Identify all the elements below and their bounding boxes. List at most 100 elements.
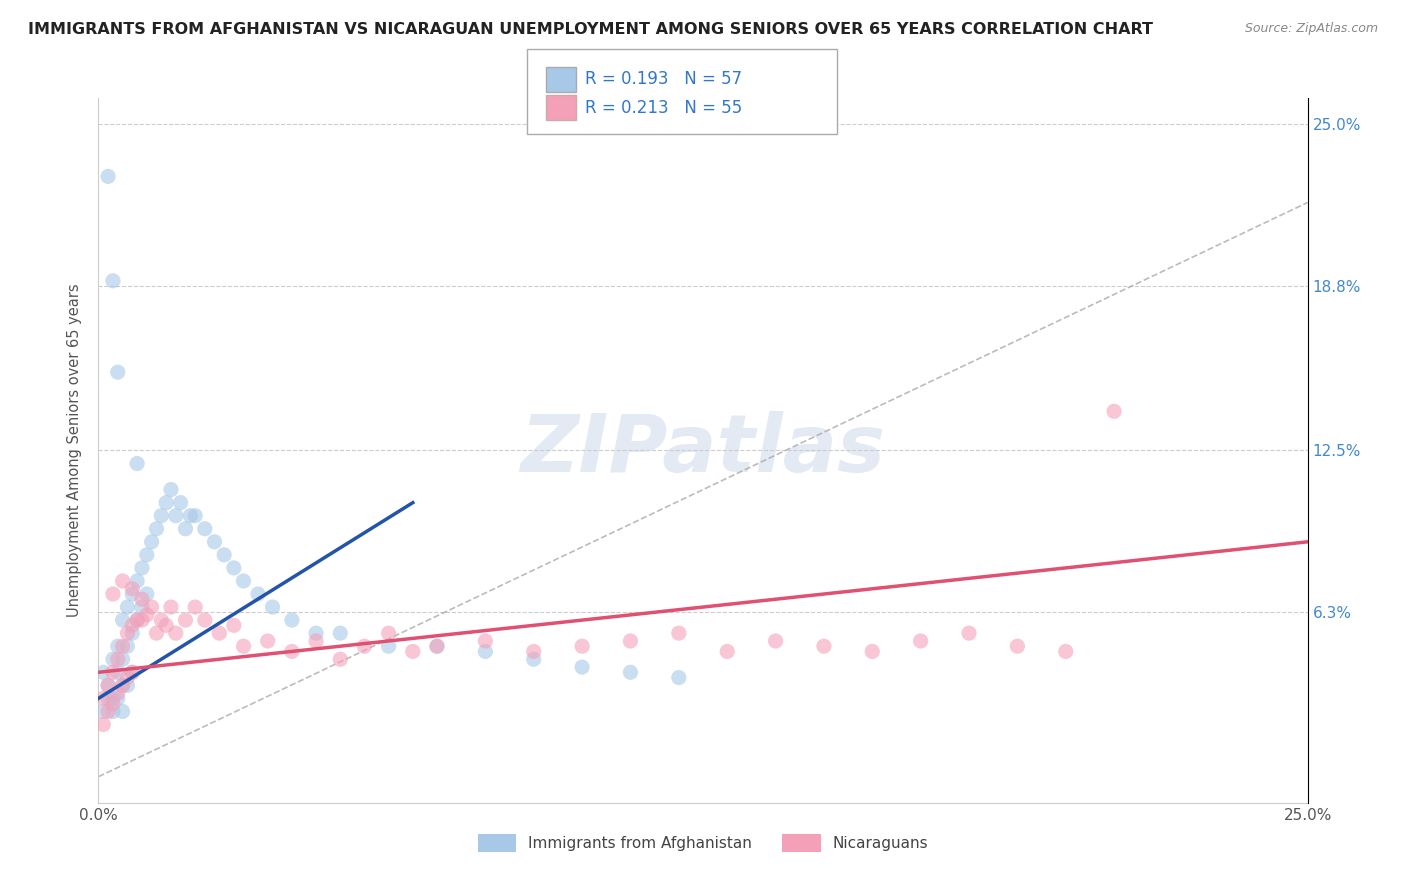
Point xyxy=(174,613,197,627)
Point xyxy=(184,600,207,615)
Point xyxy=(111,652,134,666)
Point xyxy=(135,587,157,601)
Point xyxy=(523,644,546,658)
Point xyxy=(208,626,231,640)
Point xyxy=(150,508,173,523)
Point xyxy=(145,626,167,640)
Point xyxy=(910,634,932,648)
Point xyxy=(131,613,153,627)
Point xyxy=(813,639,835,653)
Point xyxy=(101,274,124,288)
Point xyxy=(121,587,143,601)
Point xyxy=(262,600,284,615)
Point xyxy=(571,639,593,653)
Point xyxy=(1054,644,1077,658)
Point xyxy=(145,522,167,536)
Point xyxy=(860,644,883,658)
Point xyxy=(121,665,143,680)
Point xyxy=(194,522,217,536)
Point xyxy=(155,618,177,632)
Point xyxy=(377,639,399,653)
Point xyxy=(165,626,187,640)
Text: IMMIGRANTS FROM AFGHANISTAN VS NICARAGUAN UNEMPLOYMENT AMONG SENIORS OVER 65 YEA: IMMIGRANTS FROM AFGHANISTAN VS NICARAGUA… xyxy=(28,22,1153,37)
Point xyxy=(281,613,304,627)
Point xyxy=(121,665,143,680)
Point xyxy=(426,639,449,653)
Point xyxy=(179,508,201,523)
Point xyxy=(668,626,690,640)
Point xyxy=(117,626,139,640)
Point xyxy=(402,644,425,658)
Point xyxy=(184,508,207,523)
Point xyxy=(101,665,124,680)
Point xyxy=(107,365,129,379)
Point xyxy=(232,639,254,653)
Point xyxy=(150,613,173,627)
Point xyxy=(222,561,245,575)
Point xyxy=(194,613,217,627)
Point xyxy=(117,639,139,653)
Y-axis label: Unemployment Among Seniors over 65 years: Unemployment Among Seniors over 65 years xyxy=(67,284,83,617)
Text: R = 0.193   N = 57: R = 0.193 N = 57 xyxy=(585,70,742,88)
Point xyxy=(121,582,143,596)
Point xyxy=(377,626,399,640)
Point xyxy=(256,634,278,648)
Point xyxy=(957,626,980,640)
Point xyxy=(131,592,153,607)
Point xyxy=(117,671,139,685)
Text: R = 0.213   N = 55: R = 0.213 N = 55 xyxy=(585,99,742,117)
Point xyxy=(135,548,157,562)
Point xyxy=(141,600,163,615)
Point xyxy=(135,607,157,622)
Point xyxy=(329,652,352,666)
Text: ZIPatlas: ZIPatlas xyxy=(520,411,886,490)
Point xyxy=(353,639,375,653)
Point xyxy=(305,634,328,648)
Point xyxy=(160,483,183,497)
Point xyxy=(155,496,177,510)
Point xyxy=(523,652,546,666)
Point xyxy=(127,457,149,471)
Point xyxy=(765,634,787,648)
Point xyxy=(111,678,134,692)
Point xyxy=(111,678,134,692)
Point xyxy=(91,717,114,731)
Point xyxy=(174,522,197,536)
Point xyxy=(329,626,352,640)
Point xyxy=(111,705,134,719)
Point xyxy=(97,691,120,706)
Point xyxy=(619,634,641,648)
Text: Source: ZipAtlas.com: Source: ZipAtlas.com xyxy=(1244,22,1378,36)
Point xyxy=(305,626,328,640)
Point xyxy=(107,665,129,680)
Point xyxy=(117,678,139,692)
Point xyxy=(160,600,183,615)
Point xyxy=(169,496,191,510)
Point xyxy=(111,613,134,627)
Point xyxy=(127,613,149,627)
Point xyxy=(107,639,129,653)
Point xyxy=(232,574,254,588)
Point xyxy=(571,660,593,674)
Point xyxy=(101,691,124,706)
Point xyxy=(474,644,496,658)
Point xyxy=(131,561,153,575)
Point xyxy=(131,600,153,615)
Point xyxy=(91,665,114,680)
Point xyxy=(426,639,449,653)
Legend: Immigrants from Afghanistan, Nicaraguans: Immigrants from Afghanistan, Nicaraguans xyxy=(471,828,935,859)
Point xyxy=(716,644,738,658)
Point xyxy=(97,169,120,184)
Point xyxy=(222,618,245,632)
Point xyxy=(165,508,187,523)
Point xyxy=(117,600,139,615)
Point xyxy=(97,678,120,692)
Point xyxy=(1007,639,1029,653)
Point xyxy=(101,697,124,711)
Point xyxy=(212,548,235,562)
Point xyxy=(121,618,143,632)
Point xyxy=(127,613,149,627)
Point xyxy=(1102,404,1125,418)
Point xyxy=(127,574,149,588)
Point xyxy=(97,705,120,719)
